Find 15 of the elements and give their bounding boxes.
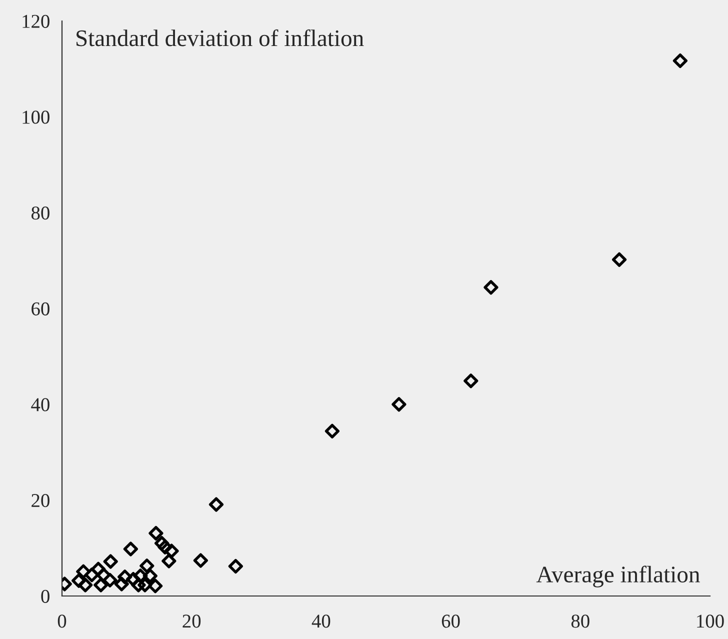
x-tick-label: 80 xyxy=(571,614,590,628)
y-axis-title: Standard deviation of inflation xyxy=(76,29,364,46)
x-tick-label: 20 xyxy=(182,614,201,628)
x-tick-label: 100 xyxy=(697,614,724,628)
x-tick-label: 60 xyxy=(442,614,460,628)
y-tick-label: 80 xyxy=(31,206,50,220)
y-tick-label: 20 xyxy=(32,494,50,508)
x-tick-label: 40 xyxy=(312,614,330,628)
y-tick-label: 40 xyxy=(31,398,50,412)
x-tick-label: 0 xyxy=(58,614,66,628)
y-tick-label: 0 xyxy=(41,590,50,603)
y-tick-label: 100 xyxy=(22,110,50,124)
y-tick-label: 120 xyxy=(22,14,50,28)
y-tick-label: 60 xyxy=(32,302,50,316)
x-axis-title: Average inflation xyxy=(536,566,700,588)
